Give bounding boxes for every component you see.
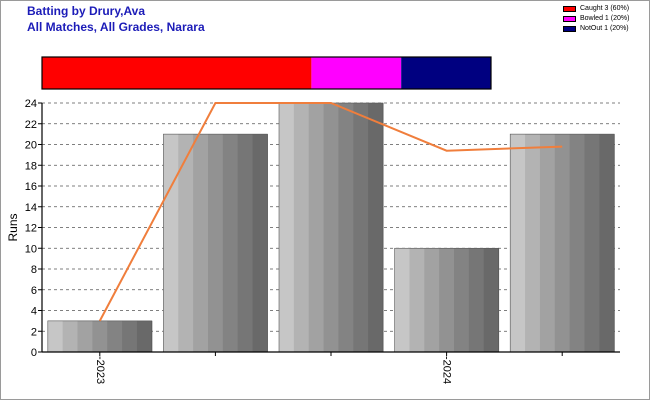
x-tick-label: -2023 [94, 356, 106, 384]
bar-innings-2 [163, 133, 268, 353]
bar-innings-4 [394, 247, 500, 353]
dismissal-segment-notout [401, 57, 491, 89]
legend-label-caught: Caught 3 (60%) [580, 5, 630, 12]
legend: Caught 3 (60%) Bowled 1 (20%) NotOut 1 (… [563, 4, 629, 34]
chart-title-line1: Batting by Drury,Ava [27, 4, 146, 18]
trend-line [98, 102, 563, 322]
y-tick-label: 2 [31, 326, 37, 338]
dismissal-segment-caught [42, 57, 312, 89]
legend-item-caught: Caught 3 (60%) [563, 4, 629, 14]
y-tick-label: 6 [31, 285, 37, 297]
legend-swatch-bowled [563, 16, 576, 22]
dismissal-segment-bowled [311, 57, 402, 89]
y-tick-label: 10 [25, 243, 37, 255]
y-tick-label: 24 [25, 98, 37, 110]
legend-swatch-notout [563, 26, 576, 32]
y-axis-label: Runs [6, 213, 20, 241]
x-tick-label: -2024 [441, 356, 453, 384]
legend-label-bowled: Bowled 1 (20%) [580, 15, 630, 22]
y-tick-label: 18 [25, 160, 37, 172]
legend-item-notout: NotOut 1 (20%) [563, 24, 629, 34]
y-tick-label: 14 [25, 202, 37, 214]
legend-swatch-caught [563, 6, 576, 12]
y-tick-label: 0 [31, 347, 37, 359]
chart-title-line2: All Matches, All Grades, Narara [27, 20, 205, 34]
y-tick-label: 16 [25, 181, 37, 193]
bar-innings-5 [509, 133, 615, 353]
dismissal-strip-border [41, 56, 492, 90]
legend-label-notout: NotOut 1 (20%) [580, 25, 629, 32]
bar-innings-3 [278, 102, 384, 353]
y-tick-label: 22 [25, 119, 37, 131]
y-tick-label: 8 [31, 264, 37, 276]
y-tick-label: 12 [25, 223, 37, 235]
legend-item-bowled: Bowled 1 (20%) [563, 14, 629, 24]
chart-title: Batting by Drury,Ava All Matches, All Gr… [27, 3, 205, 35]
bar-innings-1 [47, 320, 153, 353]
y-tick-label: 4 [31, 306, 37, 318]
y-tick-label: 20 [25, 140, 37, 152]
